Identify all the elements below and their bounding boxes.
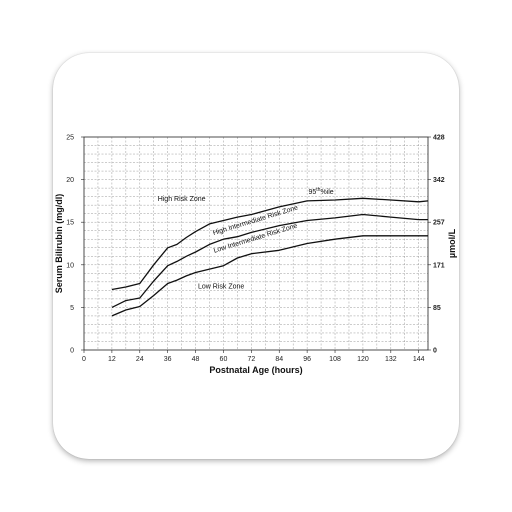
x-tick-label: 0 xyxy=(82,356,86,363)
x-tick-label: 36 xyxy=(164,356,172,363)
right-tick-label: 171 xyxy=(433,262,445,269)
right-tick-label: 0 xyxy=(433,348,437,355)
right-axis-label: µmol/L xyxy=(447,228,457,258)
x-tick-label: 84 xyxy=(275,356,283,363)
y-tick-label: 20 xyxy=(66,177,74,184)
percentile-curve-3 xyxy=(111,235,428,317)
x-tick-label: 24 xyxy=(136,356,144,363)
x-axis-label: Postnatal Age (hours) xyxy=(209,365,302,375)
x-tick-label: 132 xyxy=(385,356,397,363)
tick-labels: 0 12 24 36 48 60 72 84 96 108 120 132 144 0 5 10 15 20 25 0… xyxy=(66,135,445,364)
zone-label: 95th%ile xyxy=(308,187,333,196)
right-tick-label: 428 xyxy=(433,135,445,142)
x-tick-label: 108 xyxy=(329,356,341,363)
right-tick-label: 342 xyxy=(433,177,445,184)
series-lines xyxy=(111,197,429,317)
x-tick-label: 144 xyxy=(413,356,425,363)
x-tick-label: 96 xyxy=(303,356,311,363)
x-tick-label: 60 xyxy=(220,356,228,363)
plot-frame xyxy=(83,136,429,351)
right-tick-label: 257 xyxy=(433,220,445,227)
y-tick-label: 0 xyxy=(70,348,74,355)
x-tick-label: 12 xyxy=(108,356,116,363)
app-icon-card[interactable]: 0 12 24 36 48 60 72 84 96 108 120 132 144 0 5 10 15 20 25 0… xyxy=(53,53,459,459)
zone-label: Low Risk Zone xyxy=(198,284,244,291)
y-axis-label: Serum Bilirubin (mg/dl) xyxy=(54,194,64,294)
y-tick-label: 10 xyxy=(66,262,74,269)
axes-layer xyxy=(81,136,431,353)
y-tick-label: 5 xyxy=(70,305,74,312)
bilirubin-nomogram-chart: 0 12 24 36 48 60 72 84 96 108 120 132 144 0 5 10 15 20 25 0… xyxy=(54,135,457,376)
right-tick-label: 85 xyxy=(433,305,441,312)
x-tick-label: 48 xyxy=(192,356,200,363)
percentile-curve-1 xyxy=(111,197,429,291)
y-tick-label: 25 xyxy=(66,135,74,142)
percentile-curve-2 xyxy=(111,213,428,308)
zone-label: High Risk Zone xyxy=(158,196,206,203)
x-tick-label: 72 xyxy=(247,356,255,363)
y-tick-label: 15 xyxy=(66,220,74,227)
grid-layer xyxy=(84,137,428,350)
x-tick-label: 120 xyxy=(357,356,369,363)
